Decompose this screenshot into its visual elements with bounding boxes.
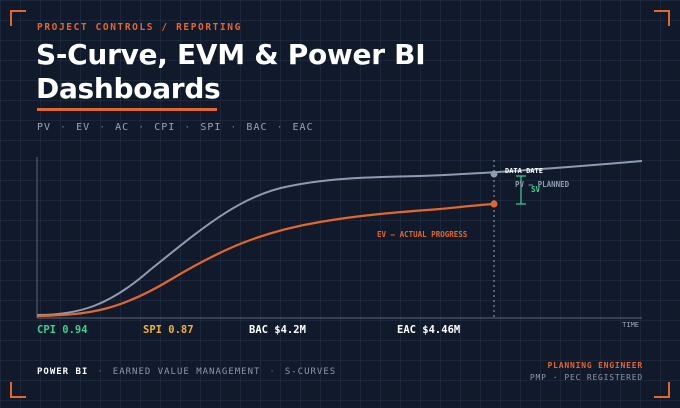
tag-separator: · — [99, 122, 107, 133]
tag-ac: AC — [115, 122, 130, 133]
footer-topic-power-bi: POWER BI — [37, 367, 89, 377]
ev-actual-curve — [36, 202, 495, 318]
eac-metric: EAC $4.46M — [397, 324, 461, 336]
tag-separator: · — [230, 122, 238, 133]
corner-bracket-bottom-right — [654, 382, 670, 398]
pv-curve-label: PV — PLANNED — [515, 180, 570, 189]
tag-spi: SPI — [200, 122, 222, 133]
bac-metric: BAC $4.2M — [249, 324, 306, 336]
pv-planned-curve — [36, 160, 643, 316]
footer-topic-s-curves: S-CURVES — [284, 367, 337, 377]
corner-bracket-top-right — [654, 10, 670, 26]
footer-topic-evm: EARNED VALUE MANAGEMENT — [112, 367, 261, 377]
credential-separator: · — [552, 373, 559, 382]
tag-separator: · — [184, 122, 192, 133]
tag-separator: · — [60, 122, 68, 133]
data-date-label: DATA DATE — [505, 167, 543, 175]
pv-data-date-point — [490, 170, 498, 178]
footer-separator: · — [97, 367, 104, 377]
spi-metric: SPI 0.87 — [143, 324, 194, 336]
tag-separator: · — [138, 122, 146, 133]
ev-curve-label: EV — ACTUAL PROGRESS — [377, 230, 468, 239]
x-axis-label: TIME — [622, 321, 639, 329]
tag-bac: BAC — [246, 122, 268, 133]
credential-pec: PEC REGISTERED — [564, 373, 643, 382]
tag-eac: EAC — [292, 122, 314, 133]
sv-label: SV — [531, 185, 541, 194]
title-underline — [37, 108, 217, 111]
footer-separator: · — [269, 367, 276, 377]
tag-ev: EV — [76, 122, 91, 133]
credential-pmp: PMP — [529, 373, 547, 382]
corner-bracket-bottom-left — [10, 382, 26, 398]
tag-pv: PV — [37, 122, 52, 133]
role-label: PLANNING ENGINEER — [547, 361, 643, 370]
ev-data-date-point — [490, 200, 498, 208]
footer-credentials: PLANNING ENGINEER PMP · PEC REGISTERED — [530, 361, 643, 382]
cpi-metric: CPI 0.94 — [37, 324, 88, 336]
credential-line: PMP · PEC REGISTERED — [530, 373, 643, 382]
kicker-text: PROJECT CONTROLS / REPORTING — [37, 22, 242, 33]
tag-cpi: CPI — [154, 122, 176, 133]
corner-bracket-top-left — [10, 10, 26, 26]
footer-topics: POWER BI · EARNED VALUE MANAGEMENT · S-C… — [37, 367, 336, 377]
page-title: S-Curve, EVM & Power BI Dashboards — [36, 38, 426, 105]
tag-separator: · — [276, 122, 284, 133]
tag-list: PV · EV · AC · CPI · SPI · BAC · EAC — [37, 122, 314, 133]
